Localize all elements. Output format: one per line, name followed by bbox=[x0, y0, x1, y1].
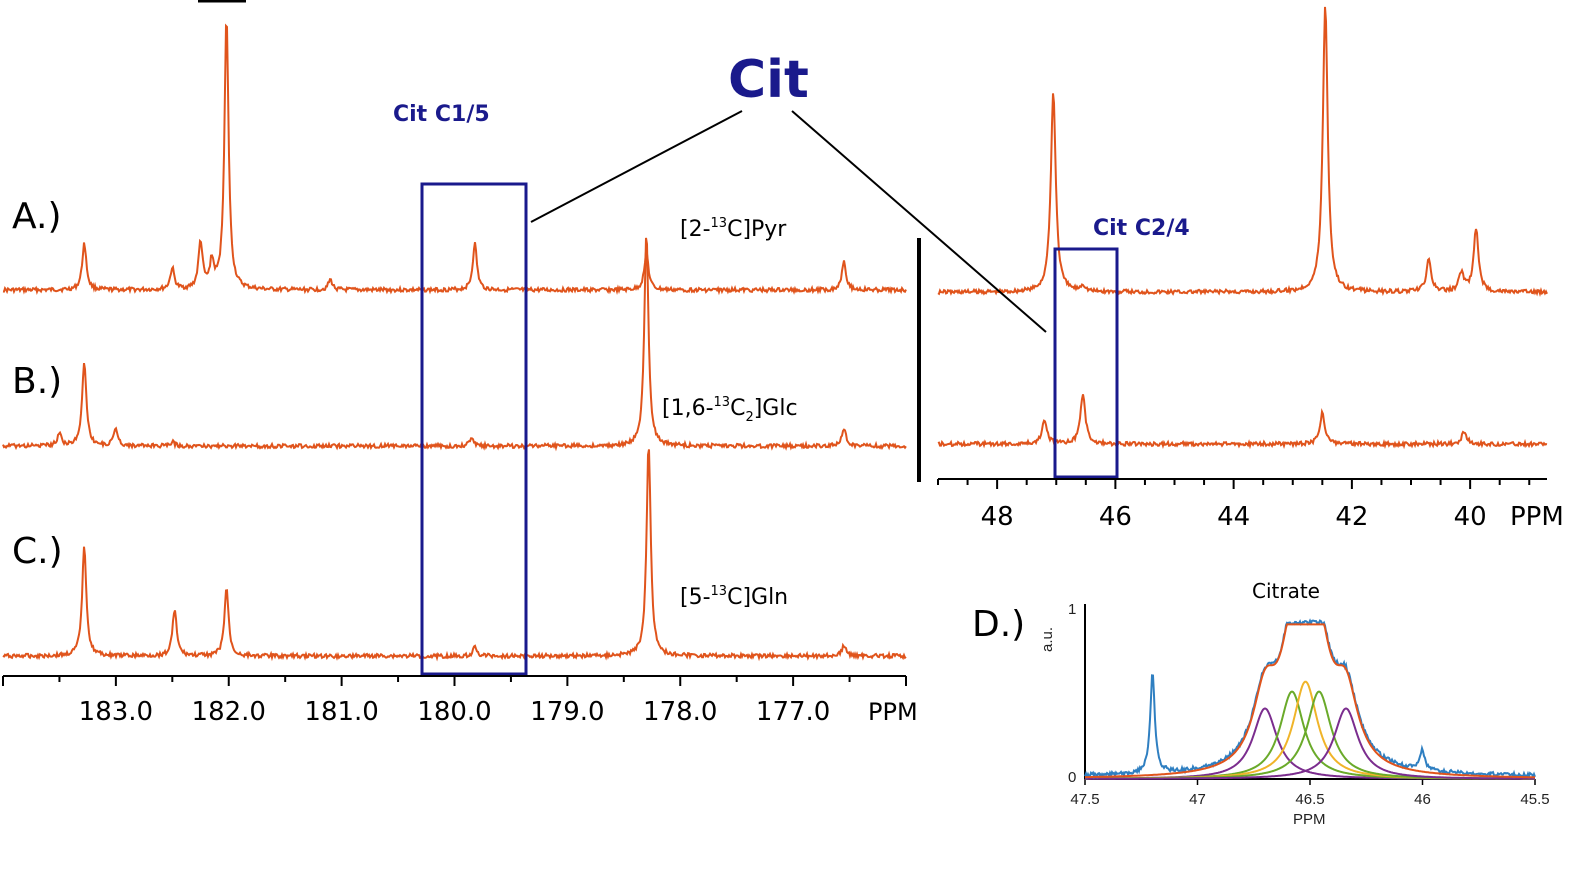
left-axis-label: PPM bbox=[868, 698, 918, 726]
panel-d-ytick-1: 1 bbox=[1068, 601, 1076, 618]
cit-c24-box bbox=[1053, 247, 1119, 479]
panel-d-plot: 47.5 47 46.5 46 45.5 bbox=[1070, 604, 1550, 808]
right-tick-label: 40 bbox=[1454, 502, 1487, 532]
tracer-label-glc: [1,6-13C2]Glc bbox=[662, 395, 798, 425]
cit-c15-label: Cit C1/5 bbox=[393, 102, 490, 127]
left-tick-label: 182.0 bbox=[192, 697, 266, 727]
fit-component-outer-right bbox=[1085, 707, 1535, 780]
right-spectrum-2 bbox=[937, 394, 1548, 450]
row-label-c: C.) bbox=[12, 531, 63, 572]
cit-c24-label: Cit C2/4 bbox=[1093, 216, 1190, 241]
left-tick-label: 178.0 bbox=[643, 697, 717, 727]
left-x-axis: 183.0 182.0 181.0 180.0 179.0 178.0 177.0 bbox=[2, 675, 907, 727]
total-fit bbox=[1085, 623, 1536, 779]
fit-component-inner-left bbox=[1085, 690, 1535, 780]
fit-component-inner-right bbox=[1085, 690, 1535, 780]
row-label-d: D.) bbox=[972, 604, 1025, 645]
measured-spectrum bbox=[1084, 618, 1536, 780]
right-spectra-group bbox=[937, 6, 1548, 450]
tracer-label-gln: [5-13C]Gln bbox=[680, 584, 788, 610]
right-axis-label: PPM bbox=[1510, 502, 1564, 532]
left-tick-label: 177.0 bbox=[756, 697, 830, 727]
panel-d-xtick: 45.5 bbox=[1520, 791, 1549, 808]
panel-d-title: Citrate bbox=[1252, 579, 1320, 603]
right-tick-label: 48 bbox=[981, 502, 1014, 532]
panel-d-xtick: 46 bbox=[1414, 791, 1431, 808]
left-spectrum-3 bbox=[2, 449, 907, 662]
fit-component-center bbox=[1085, 680, 1535, 780]
row-label-b: B.) bbox=[12, 361, 62, 402]
panel-d-ytick-0: 0 bbox=[1068, 769, 1076, 786]
right-tick-label: 42 bbox=[1335, 502, 1368, 532]
connector-right bbox=[791, 110, 1047, 333]
panel-d-ylabel: a.u. bbox=[1039, 627, 1056, 652]
row-label-a: A.) bbox=[12, 196, 61, 237]
left-tick-label: 179.0 bbox=[530, 697, 604, 727]
panel-d-xlabel: PPM bbox=[1293, 811, 1326, 828]
right-tick-label: 46 bbox=[1099, 502, 1132, 532]
right-spectrum-1 bbox=[937, 6, 1548, 297]
left-tick-label: 181.0 bbox=[304, 697, 378, 727]
left-spectra-group bbox=[2, 23, 907, 662]
tracer-label-pyr: [2-13C]Pyr bbox=[680, 216, 787, 242]
connector-left bbox=[530, 110, 743, 223]
left-tick-label: 183.0 bbox=[79, 697, 153, 727]
right-x-axis: 48 46 44 42 40 bbox=[937, 478, 1547, 532]
right-tick-label: 44 bbox=[1217, 502, 1250, 532]
panel-d-xtick: 47 bbox=[1189, 791, 1206, 808]
left-tick-label: 180.0 bbox=[417, 697, 491, 727]
left-spectrum-1 bbox=[2, 23, 907, 296]
panel-d-xtick: 47.5 bbox=[1070, 791, 1099, 808]
left-spectrum-2 bbox=[2, 237, 907, 452]
cit-group-label: Cit bbox=[728, 50, 809, 110]
cit-c15-box bbox=[420, 182, 528, 676]
panel-d-xtick: 46.5 bbox=[1295, 791, 1324, 808]
